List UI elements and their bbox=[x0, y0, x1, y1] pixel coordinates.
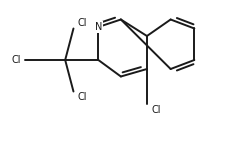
Text: Cl: Cl bbox=[77, 93, 87, 102]
Text: Cl: Cl bbox=[77, 18, 87, 27]
Text: Cl: Cl bbox=[152, 105, 161, 115]
Text: N: N bbox=[95, 22, 102, 32]
Text: Cl: Cl bbox=[11, 55, 21, 65]
